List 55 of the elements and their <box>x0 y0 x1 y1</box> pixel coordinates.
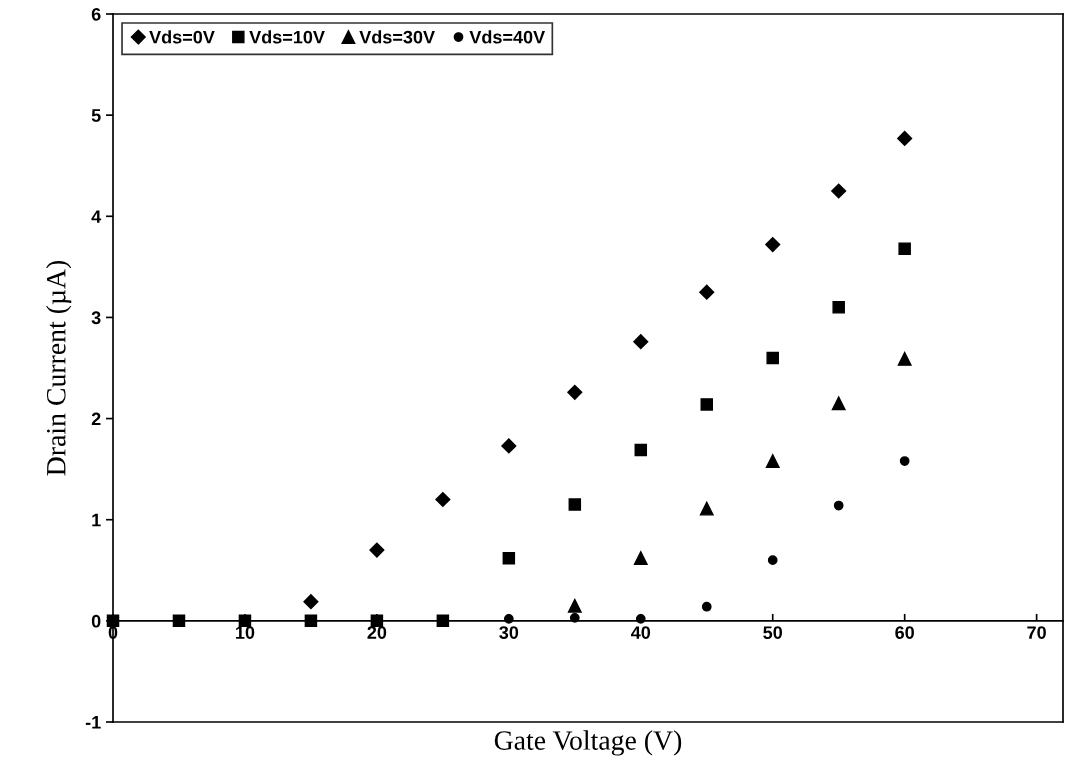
point <box>897 130 913 146</box>
x-tick-label: 40 <box>631 626 651 639</box>
point <box>304 614 318 628</box>
point <box>701 601 712 612</box>
point <box>635 613 646 624</box>
point <box>568 498 582 511</box>
legend-label: Vds=30V <box>359 30 435 44</box>
point <box>369 542 385 558</box>
point <box>435 491 451 508</box>
y-tick-label: 5 <box>91 109 101 122</box>
point <box>831 396 846 411</box>
point <box>765 454 780 468</box>
x-tick-label: 50 <box>763 626 783 639</box>
point <box>898 242 911 255</box>
x-tick-label: 30 <box>499 626 519 640</box>
y-tick-label: 3 <box>91 311 101 325</box>
y-tick-label: -1 <box>85 716 101 729</box>
point <box>899 456 910 466</box>
point <box>832 301 845 314</box>
point <box>172 614 186 628</box>
point <box>303 594 319 610</box>
y-tick-label: 2 <box>91 412 101 426</box>
point <box>831 183 847 199</box>
point <box>567 598 582 613</box>
x-tick-label: 20 <box>367 626 387 639</box>
legend-label: Vds=10V <box>249 30 325 44</box>
point <box>765 237 781 253</box>
point <box>501 438 517 454</box>
point <box>833 500 844 511</box>
point <box>436 614 450 628</box>
point <box>766 351 779 365</box>
point <box>633 551 648 566</box>
point <box>569 612 580 623</box>
y-tick-label: 1 <box>92 513 101 527</box>
point <box>767 555 778 566</box>
x-tick-label: 10 <box>236 626 255 639</box>
x-tick-label: 70 <box>1027 626 1046 639</box>
y-tick-label: 4 <box>91 210 102 223</box>
point <box>699 284 715 300</box>
point <box>699 501 714 516</box>
legend-label: Vds=40V <box>469 30 545 44</box>
point <box>634 443 648 457</box>
y-axis-title: Drain Current (µA) <box>46 260 72 476</box>
y-tick-label: 6 <box>91 7 101 21</box>
point <box>700 398 714 411</box>
point <box>567 384 583 400</box>
x-tick-label: 60 <box>895 626 914 639</box>
point <box>106 614 120 628</box>
y-tick-label: 0 <box>91 614 101 628</box>
x-axis-title: Gate Voltage (V) <box>494 730 682 756</box>
point <box>503 613 514 624</box>
point <box>897 351 912 366</box>
point <box>633 334 649 350</box>
point <box>502 551 516 565</box>
legend-label: Vds=0V <box>149 30 215 44</box>
